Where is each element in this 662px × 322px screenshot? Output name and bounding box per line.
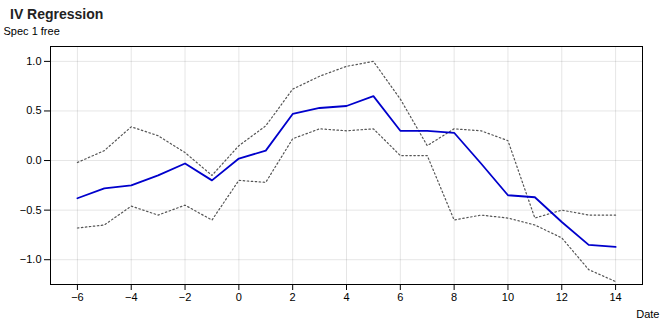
svg-text:1.0: 1.0 <box>26 55 41 67</box>
svg-text:−0.5: −0.5 <box>20 204 42 216</box>
svg-text:2: 2 <box>290 291 296 303</box>
svg-text:0.5: 0.5 <box>26 104 41 116</box>
svg-text:Date: Date <box>636 308 659 320</box>
svg-text:10: 10 <box>502 291 514 303</box>
svg-text:6: 6 <box>397 291 403 303</box>
svg-text:−2: −2 <box>179 291 192 303</box>
svg-text:Spec 1 free: Spec 1 free <box>4 25 60 37</box>
svg-text:0: 0 <box>236 291 242 303</box>
html-text:IV Regression: IV Regression <box>10 6 104 22</box>
svg-text:14: 14 <box>609 291 621 303</box>
svg-text:0.0: 0.0 <box>26 154 41 166</box>
svg-text:−1.0: −1.0 <box>20 253 42 265</box>
svg-text:−6: −6 <box>71 291 84 303</box>
svg-text:4: 4 <box>343 291 349 303</box>
svg-text:−4: −4 <box>125 291 138 303</box>
svg-text:12: 12 <box>556 291 568 303</box>
svg-text:8: 8 <box>451 291 457 303</box>
